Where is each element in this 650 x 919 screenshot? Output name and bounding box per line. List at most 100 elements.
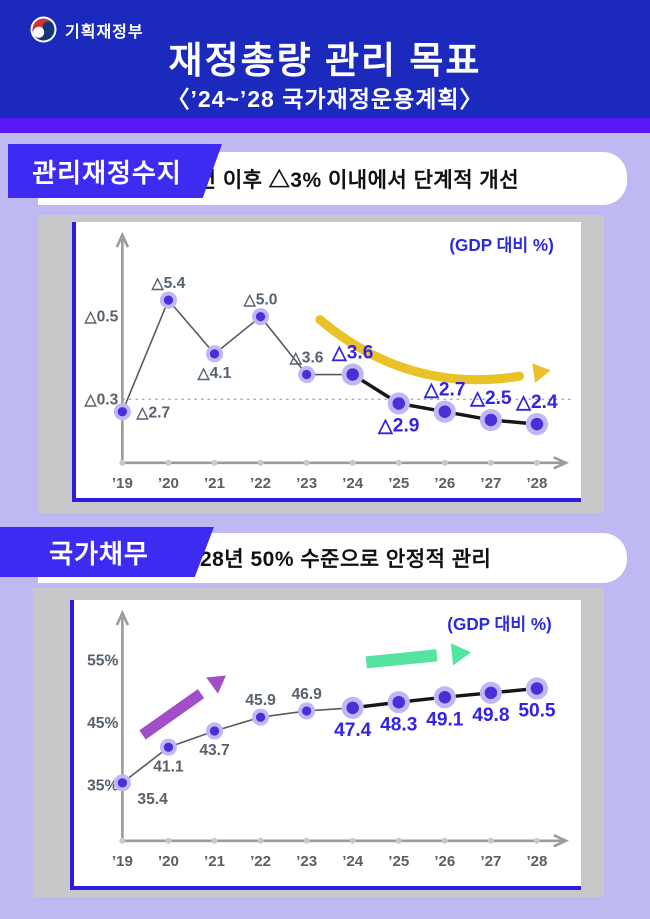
section-label-fiscal-balance: 관리재정수지 <box>8 144 222 198</box>
ministry-name: 기획재정부 <box>65 23 144 41</box>
x-tick-dot <box>257 837 264 844</box>
data-point <box>163 295 174 305</box>
data-point <box>438 405 452 418</box>
y-tick-label: 45% <box>87 715 118 732</box>
value-label: 45.9 <box>245 692 276 709</box>
x-axis-arrowhead <box>553 456 570 470</box>
data-point <box>163 742 174 752</box>
x-tick-label: ’19 <box>112 853 133 870</box>
section-label-national-debt: 국가채무 <box>0 527 214 577</box>
x-tick-label: ’26 <box>434 853 455 870</box>
x-tick-label: ’27 <box>480 475 501 492</box>
data-point <box>117 407 128 417</box>
x-tick-dot <box>533 459 540 466</box>
value-label: △3.6 <box>289 349 324 366</box>
value-label: 49.1 <box>426 709 464 730</box>
x-tick-dot <box>533 837 540 844</box>
value-label: △5.0 <box>243 292 278 309</box>
x-tick-dot <box>303 837 310 844</box>
data-point <box>117 778 128 788</box>
x-tick-dot <box>441 459 448 466</box>
trend-arrowhead <box>532 363 551 383</box>
y-tick-label: 55% <box>87 652 118 669</box>
value-label: 50.5 <box>518 701 556 722</box>
header-accent-strip <box>0 118 650 133</box>
x-tick-label: ’28 <box>526 475 547 492</box>
value-label: △4.1 <box>197 365 232 382</box>
unit-note: (GDP 대비 %) <box>447 614 551 634</box>
trend-arrowhead <box>450 643 472 666</box>
value-label: △5.4 <box>151 275 186 292</box>
x-tick-dot <box>487 459 494 466</box>
x-tick-dot <box>211 837 218 844</box>
x-tick-label: ’21 <box>204 853 225 870</box>
data-point <box>255 312 266 322</box>
data-point <box>438 690 452 704</box>
data-point <box>209 349 220 359</box>
value-label: △2.7 <box>135 405 170 422</box>
trend-arrowhead <box>206 675 226 694</box>
y-axis-arrowhead <box>115 609 130 626</box>
taegeuk-icon <box>30 16 57 43</box>
value-label: 49.8 <box>472 705 510 726</box>
x-tick-label: ’28 <box>526 853 547 870</box>
x-tick-dot <box>119 837 126 844</box>
value-label: 48.3 <box>380 714 417 735</box>
x-tick-dot <box>349 459 356 466</box>
national-debt-label-text: 국가채무 <box>49 538 149 569</box>
data-point <box>301 706 312 716</box>
data-point <box>530 417 544 431</box>
x-tick-dot <box>395 837 402 844</box>
data-point <box>484 413 498 427</box>
data-point <box>484 686 498 700</box>
x-tick-dot <box>165 837 172 844</box>
page-subtitle: 〈’24~’28 국가재정운용계획〉 <box>166 86 484 112</box>
x-tick-label: ’22 <box>250 853 271 870</box>
x-tick-dot <box>119 459 126 466</box>
x-tick-label: ’25 <box>388 475 409 492</box>
data-point <box>346 701 359 715</box>
x-tick-label: ’27 <box>480 853 501 870</box>
data-point <box>301 369 312 380</box>
x-tick-dot <box>487 837 494 844</box>
value-label: △2.7 <box>423 380 465 401</box>
y-tick-label: △0.3 <box>84 391 119 408</box>
x-tick-label: ’20 <box>158 853 179 870</box>
ministry-logo: 기획재정부 <box>30 16 144 43</box>
x-tick-label: ’24 <box>342 475 364 492</box>
data-point <box>255 712 266 722</box>
value-label: 47.4 <box>334 720 372 741</box>
x-tick-label: ’23 <box>296 853 317 870</box>
x-axis-arrowhead <box>553 834 570 848</box>
data-point <box>209 726 220 736</box>
fiscal-balance-chart-panel: ’19 ’20 ’21 ’22 ’23 ’24 ’25 ’26 ’27 ’28 △0.5 △0.3 (G… <box>72 222 581 502</box>
page-title: 재정총량 관리 목표 <box>168 40 482 81</box>
x-tick-dot <box>441 837 448 844</box>
x-tick-label: ’20 <box>158 475 179 492</box>
data-point <box>530 682 544 695</box>
x-tick-dot <box>303 459 310 466</box>
y-axis-arrowhead <box>115 231 130 248</box>
value-label: 35.4 <box>137 791 168 808</box>
trend-arrow <box>365 649 438 669</box>
page-header: 기획재정부 재정총량 관리 목표 〈’24~’28 국가재정운용계획〉 <box>0 0 650 118</box>
national-debt-chart: ’19 ’20 ’21 ’22 ’23 ’24 ’25 ’26 ’27 ’28 55% 45% 35% (… <box>87 609 570 870</box>
trend-arrow <box>315 315 525 385</box>
x-tick-dot <box>349 837 356 844</box>
value-label: △2.9 <box>377 416 419 437</box>
unit-note: (GDP 대비 %) <box>449 235 553 255</box>
data-point <box>346 368 359 381</box>
value-label: 43.7 <box>199 742 229 759</box>
x-tick-label: ’22 <box>250 475 271 492</box>
data-point <box>392 397 406 410</box>
trend-arrow <box>139 689 205 740</box>
value-label: △2.5 <box>469 388 512 409</box>
x-tick-dot <box>165 459 172 466</box>
national-debt-headline: ‘28년 50% 수준으로 안정적 관리 <box>193 548 492 571</box>
x-tick-label: ’26 <box>434 475 455 492</box>
value-label: △2.4 <box>515 392 558 413</box>
fiscal-balance-headline: ‘25년 이후 △3% 이내에서 단계적 개선 <box>165 168 520 192</box>
y-tick-label: 35% <box>87 777 118 794</box>
x-tick-label: ’23 <box>296 475 317 492</box>
